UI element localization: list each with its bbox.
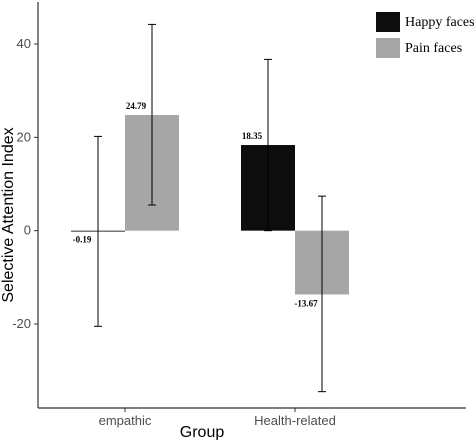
y-tick-label: -20 bbox=[12, 316, 31, 331]
legend-swatch bbox=[376, 12, 400, 32]
data-label: 18.35 bbox=[242, 131, 263, 141]
x-axis-title: Group bbox=[180, 424, 225, 440]
legend-swatch bbox=[376, 38, 400, 58]
y-axis-title: Selective Attention Index bbox=[0, 127, 17, 302]
x-tick-label: Health-related bbox=[254, 413, 336, 428]
y-tick-label: 20 bbox=[17, 129, 31, 144]
data-label: -0.19 bbox=[73, 235, 92, 245]
data-label: -13.67 bbox=[294, 298, 318, 308]
legend: Happy faces Pain faces bbox=[376, 12, 474, 58]
y-tick-label: 0 bbox=[24, 223, 31, 238]
legend-label: Happy faces bbox=[405, 15, 474, 30]
x-tick-label: empathic bbox=[99, 413, 152, 428]
plot-area: -20 0 20 40 empathic Health-related -0.19 18.35… bbox=[12, 2, 466, 428]
legend-label: Pain faces bbox=[405, 41, 462, 56]
data-label: 24.79 bbox=[126, 101, 147, 111]
y-tick-label: 40 bbox=[17, 36, 31, 51]
